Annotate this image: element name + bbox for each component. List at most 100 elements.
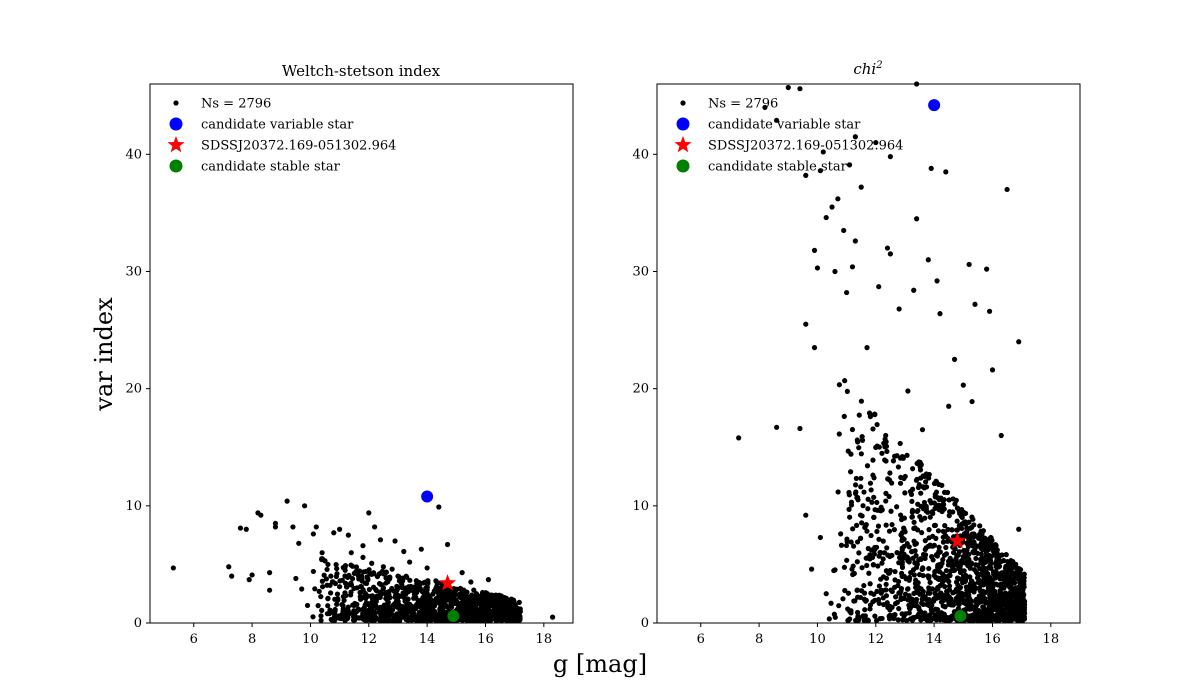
cluster-point: [841, 564, 848, 570]
cluster-point: [914, 508, 920, 515]
data-point: [418, 546, 424, 552]
data-point: [389, 566, 395, 572]
right-panel-title-sup: 2: [875, 60, 882, 71]
cluster-point: [928, 607, 934, 613]
cluster-point: [988, 590, 994, 596]
cluster-point: [874, 443, 880, 449]
cluster-point: [964, 593, 970, 599]
cluster-point: [864, 555, 870, 561]
cluster-point: [990, 584, 996, 590]
data-point: [485, 577, 491, 583]
cluster-point: [828, 600, 834, 606]
cluster-point: [955, 552, 961, 558]
cluster-point: [385, 575, 391, 581]
cluster-point: [328, 616, 334, 623]
data-point: [377, 581, 384, 587]
cluster-point: [875, 563, 881, 569]
cluster-point: [898, 474, 904, 481]
data-point: [459, 570, 465, 576]
cluster-point: [950, 549, 957, 556]
data-point: [421, 608, 427, 614]
cluster-point: [859, 520, 865, 526]
cluster-point: [879, 507, 885, 513]
cluster-point: [946, 594, 953, 600]
cluster-point: [424, 616, 430, 622]
data-point: [905, 388, 911, 394]
cluster-point: [977, 578, 983, 584]
cluster-point: [872, 507, 878, 513]
data-point: [412, 588, 419, 594]
cluster-point: [404, 613, 410, 619]
cluster-point: [942, 583, 948, 590]
cluster-point: [375, 594, 382, 600]
cluster-point: [999, 614, 1005, 621]
cluster-point: [978, 540, 985, 546]
cluster-point: [849, 426, 856, 433]
data-point: [395, 573, 401, 579]
cluster-point: [914, 460, 920, 467]
data-point: [774, 117, 780, 123]
cluster-point: [947, 572, 953, 579]
cluster-point: [442, 617, 448, 624]
data-point: [415, 585, 421, 591]
cluster-point: [968, 524, 975, 531]
cluster-point: [961, 519, 967, 526]
cluster-point: [946, 513, 952, 519]
cluster-point: [920, 601, 926, 607]
data-point: [360, 543, 366, 549]
data-point: [506, 598, 512, 604]
data-point: [972, 301, 978, 307]
cluster-point: [942, 604, 948, 610]
cluster-point: [901, 527, 907, 533]
data-point: [392, 538, 398, 544]
left-panel-welch-stetson: Weltch-stetson index 6 8 10 12 14 16 18 0 10 20 30…: [125, 62, 574, 647]
data-point: [811, 345, 818, 351]
cluster-point: [438, 596, 444, 602]
cluster-point: [916, 604, 922, 611]
y-tick-label: 0: [134, 616, 142, 631]
cluster-point: [394, 583, 400, 589]
cluster-point: [897, 440, 903, 447]
cluster-point: [870, 472, 876, 478]
cluster-point: [383, 580, 389, 586]
cluster-point: [429, 607, 435, 614]
cluster-point: [969, 514, 975, 520]
x-axis-label: g [mag]: [553, 650, 647, 678]
data-point: [398, 579, 404, 585]
cluster-point: [989, 578, 995, 584]
data-point: [313, 524, 319, 530]
data-point: [267, 587, 273, 593]
data-point: [803, 172, 809, 178]
cluster-point: [379, 616, 385, 622]
cluster-point: [883, 587, 889, 593]
cluster-point: [981, 577, 987, 583]
cluster-point: [927, 514, 933, 520]
cluster-point: [342, 580, 349, 586]
cluster-point: [1016, 618, 1022, 624]
cluster-point: [944, 489, 951, 496]
cluster-point: [517, 614, 523, 620]
cluster-point: [899, 545, 905, 551]
cluster-point: [936, 481, 942, 487]
data-point: [392, 594, 398, 600]
cluster-point: [422, 601, 428, 607]
x-tick-label: 8: [755, 632, 763, 647]
cluster-point: [946, 578, 952, 585]
data-point: [946, 403, 952, 409]
cluster-point: [909, 466, 916, 472]
cluster-point: [367, 617, 374, 623]
data-point: [969, 398, 975, 405]
cluster-point: [416, 599, 422, 605]
cluster-point: [984, 538, 991, 545]
data-point: [817, 168, 823, 174]
cluster-point: [974, 570, 980, 577]
data-point: [363, 568, 369, 575]
cluster-point: [864, 463, 871, 469]
cluster-point: [508, 617, 515, 624]
data-point: [911, 287, 917, 293]
legend-label: candidate variable star: [708, 118, 861, 133]
cluster-point: [865, 496, 871, 502]
cluster-point: [889, 521, 895, 528]
data-point: [471, 600, 477, 606]
cluster-point: [933, 552, 940, 558]
